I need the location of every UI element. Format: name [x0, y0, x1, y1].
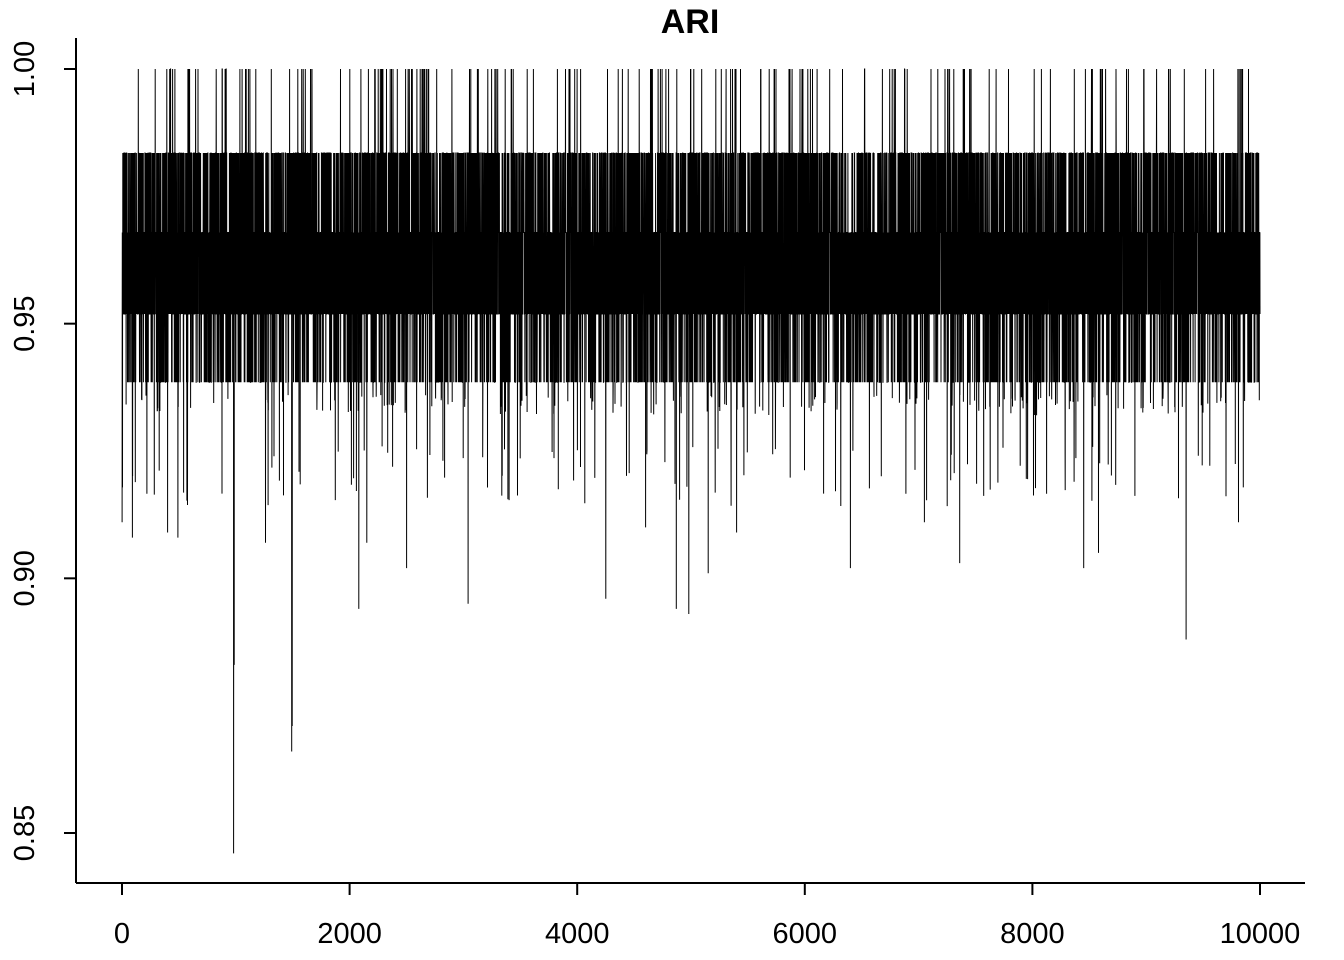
- x-tick-label: 6000: [773, 918, 838, 950]
- y-tick-label: 0.90: [9, 550, 41, 606]
- x-tick-label: 4000: [545, 918, 610, 950]
- plot-frame: [75, 38, 1305, 884]
- x-tick-label: 0: [114, 918, 130, 950]
- trace-line: [121, 68, 1261, 854]
- x-tick-label: 2000: [317, 918, 382, 950]
- y-tick-label: 0.95: [9, 295, 41, 351]
- chart-title: ARI: [661, 3, 720, 41]
- x-tick-label: 10000: [1220, 918, 1301, 950]
- trace-series: [121, 68, 1261, 854]
- y-tick-label: 1.00: [9, 41, 41, 97]
- y-tick-label: 0.85: [9, 805, 41, 861]
- x-axis: 0 2000 4000 6000 8000 10000: [114, 883, 1300, 950]
- y-axis: 0.85 0.90 0.95 1.00: [9, 41, 76, 861]
- x-tick-label: 8000: [1000, 918, 1065, 950]
